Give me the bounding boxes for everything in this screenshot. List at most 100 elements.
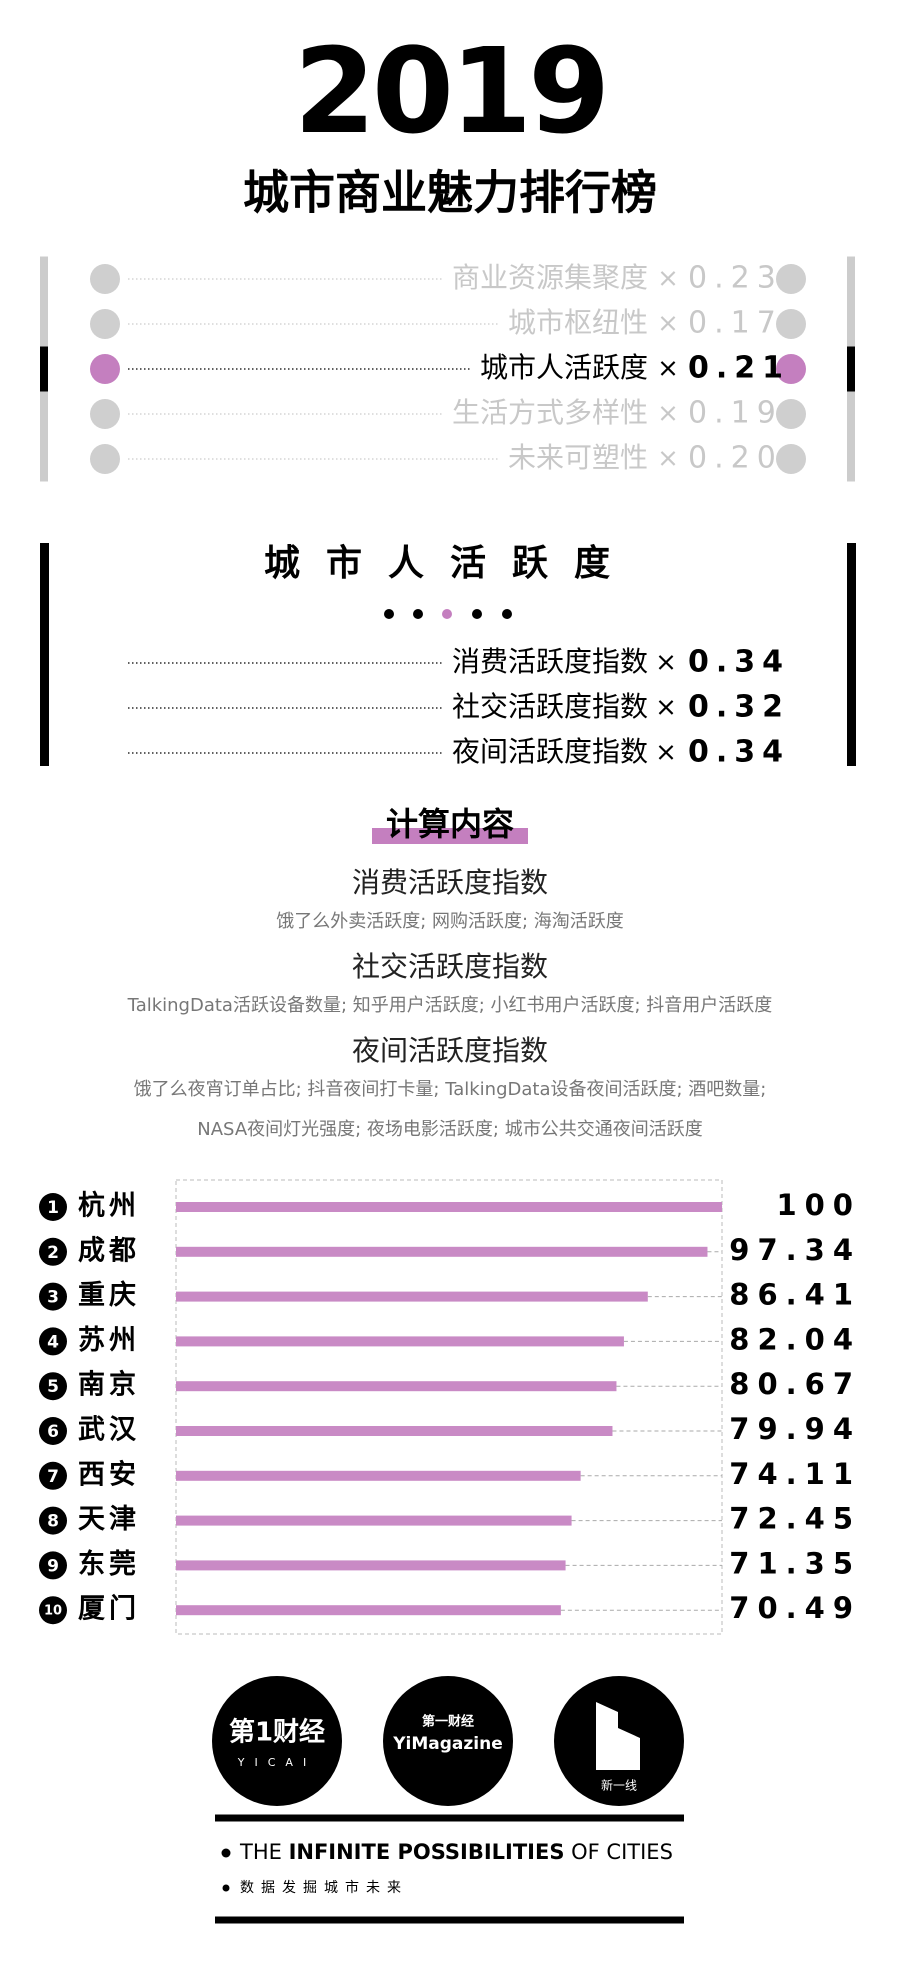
weight-value: 0.20 — [688, 441, 783, 476]
rank-badge — [39, 1551, 67, 1580]
title: 城市商业魅力排行榜 — [243, 166, 657, 220]
section-bar — [40, 543, 49, 766]
dot — [90, 399, 120, 429]
logo-disc — [212, 1676, 342, 1806]
weight-label: 商业资源集聚度 — [452, 261, 648, 294]
dot — [413, 609, 423, 619]
weight-label: 生活方式多样性 — [452, 396, 648, 429]
index-label: 社交活跃度指数 — [452, 690, 648, 723]
bar — [176, 1515, 572, 1526]
index-weight: 0.34 — [688, 645, 790, 680]
logo-text: 新一线 — [601, 1778, 637, 1793]
dot — [776, 354, 806, 384]
side-bar — [847, 301, 855, 347]
rank: 5 — [47, 1377, 59, 1397]
value-label: 70.49 — [729, 1591, 861, 1625]
value-label: 86.41 — [729, 1278, 861, 1312]
category-label: 东莞 — [78, 1548, 140, 1580]
item-title: 社交活跃度指数 — [352, 950, 548, 983]
rank: 6 — [47, 1422, 59, 1442]
tagline-part: OF CITIES — [564, 1840, 672, 1864]
times-sign: × — [657, 309, 679, 339]
rank-badge — [39, 1237, 67, 1266]
item-desc: NASA夜间灯光强度; 夜场电影活跃度; 城市公共交通夜间活跃度 — [197, 1119, 702, 1140]
index-weight: 0.32 — [688, 690, 790, 725]
content-heading: 计算内容 — [386, 805, 514, 843]
rank: 2 — [47, 1243, 59, 1263]
dot — [90, 264, 120, 294]
times-sign: × — [657, 399, 679, 429]
logo-text: YICAI — [237, 1756, 316, 1769]
index-weight: 0.34 — [688, 735, 790, 770]
section-bar — [847, 543, 856, 766]
weight-label: 城市人活跃度 — [480, 351, 648, 384]
dot — [776, 399, 806, 429]
dot — [776, 309, 806, 339]
bar — [176, 1336, 624, 1347]
weight-value: 0.17 — [688, 306, 783, 341]
rank: 3 — [47, 1288, 59, 1308]
category-label: 苏州 — [78, 1325, 140, 1356]
times-sign: × — [657, 264, 679, 294]
side-bar — [847, 391, 855, 437]
times-sign: × — [657, 354, 679, 384]
rank-badge — [39, 1282, 67, 1311]
category-label: 成都 — [78, 1235, 140, 1266]
rank-badge — [39, 1596, 67, 1625]
side-bar — [847, 436, 855, 482]
weight-value: 0.23 — [688, 261, 783, 296]
dot — [384, 609, 394, 619]
rank: 4 — [47, 1332, 59, 1352]
rank-badge — [39, 1417, 67, 1445]
category-label: 厦门 — [78, 1594, 140, 1625]
bar — [176, 1560, 566, 1571]
section-heading: 城市人活跃度 — [264, 543, 636, 584]
value-label: 100 — [776, 1188, 861, 1222]
value-label: 71.35 — [729, 1546, 861, 1580]
tagline-part: THE — [239, 1840, 289, 1864]
category-label: 武汉 — [78, 1415, 140, 1446]
tagline: THE INFINITE POSSIBILITIES OF CITIES — [239, 1840, 673, 1864]
side-bar — [847, 256, 855, 302]
rank: 1 — [47, 1198, 59, 1218]
logo-text: YiMagazine — [392, 1734, 503, 1754]
index-label: 消费活跃度指数 — [452, 645, 648, 678]
logo-text: 第一财经 — [422, 1714, 474, 1730]
side-bar — [40, 256, 48, 302]
times-sign: × — [657, 444, 679, 474]
item-title: 消费活跃度指数 — [352, 866, 548, 899]
dot — [90, 354, 120, 384]
times-sign: × — [655, 648, 677, 678]
dot — [90, 444, 120, 474]
rank: 8 — [47, 1512, 59, 1532]
value-label: 80.67 — [729, 1367, 861, 1401]
rank-badge — [39, 1506, 67, 1535]
value-label: 82.04 — [729, 1322, 861, 1356]
item-desc: 饿了么夜宵订单占比; 抖音夜间打卡量; TalkingData设备夜间活跃度; … — [134, 1079, 767, 1100]
dot — [442, 609, 452, 619]
logo-mark — [596, 1702, 640, 1770]
item-desc: TalkingData活跃设备数量; 知乎用户活跃度; 小红书用户活跃度; 抖音… — [127, 995, 773, 1016]
bar — [176, 1470, 581, 1481]
item-title: 夜间活跃度指数 — [352, 1034, 548, 1067]
dot — [472, 609, 482, 619]
chart-frame — [175, 1179, 723, 1635]
rank-badge — [39, 1461, 67, 1490]
logo-text: 第1财经 — [229, 1717, 325, 1748]
item-desc: 饿了么外卖活跃度; 网购活跃度; 海淘活跃度 — [276, 911, 624, 932]
rank-badge — [39, 1327, 67, 1356]
footer-subtitle: 数据发掘城市未来 — [240, 1879, 408, 1896]
bullet — [222, 1884, 230, 1892]
bar — [176, 1202, 722, 1212]
highlight — [372, 828, 528, 844]
rank: 10 — [44, 1604, 62, 1619]
tagline-part: INFINITE POSSIBILITIES — [289, 1840, 565, 1864]
year: 2019 — [294, 22, 606, 160]
value-label: 79.94 — [729, 1412, 861, 1446]
bar — [176, 1381, 617, 1392]
weight-value: 0.19 — [688, 396, 783, 431]
category-label: 杭州 — [78, 1190, 140, 1222]
bar — [176, 1246, 708, 1257]
